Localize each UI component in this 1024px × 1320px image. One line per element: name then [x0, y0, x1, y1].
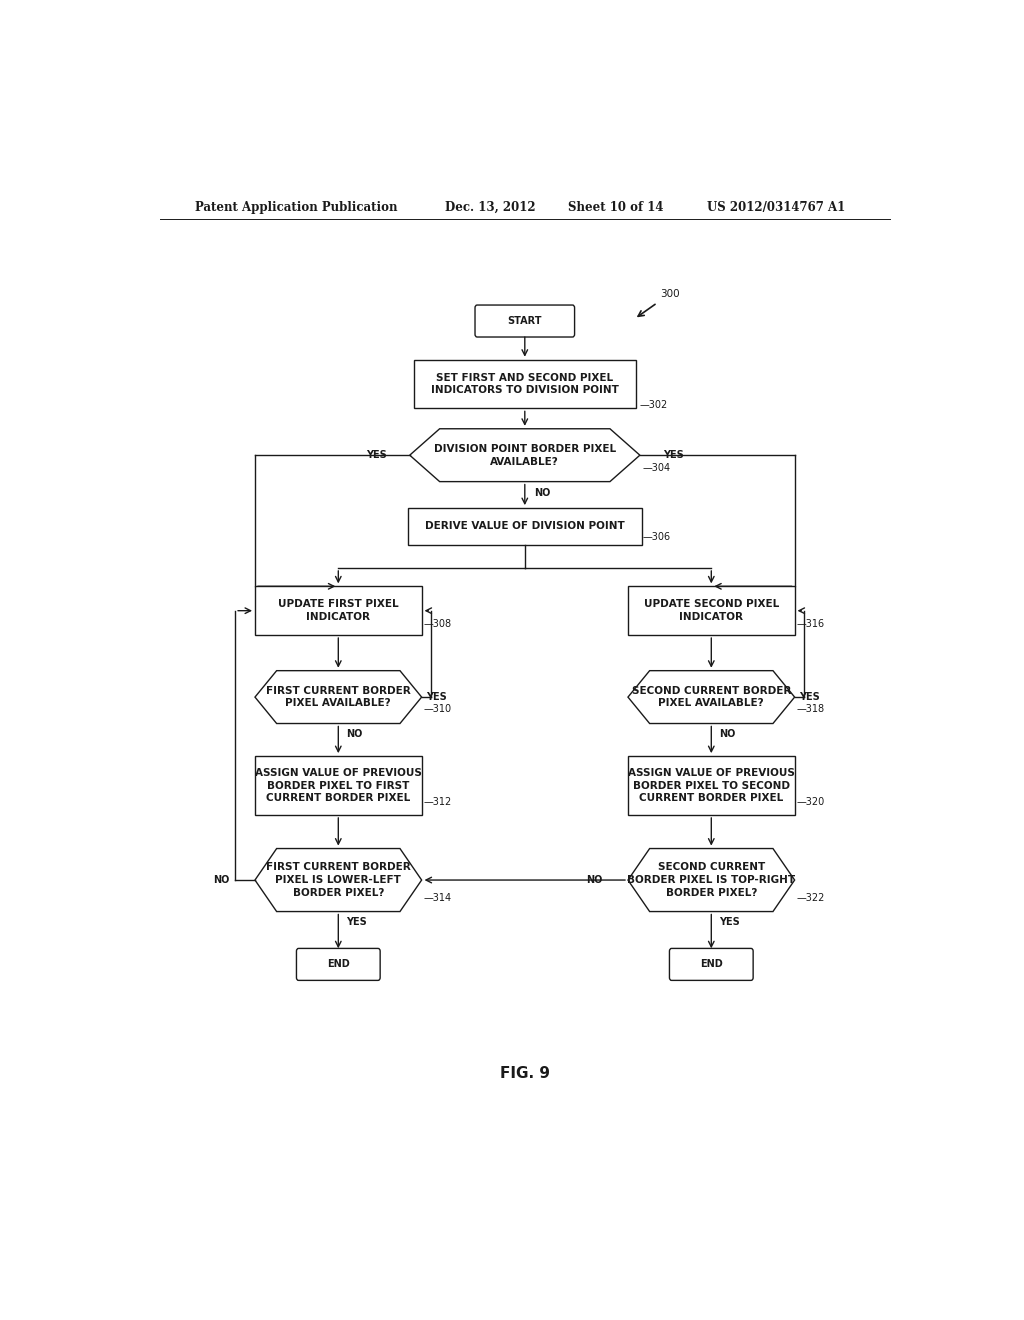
- Polygon shape: [255, 671, 422, 723]
- Text: NO: NO: [719, 729, 735, 739]
- Text: Sheet 10 of 14: Sheet 10 of 14: [568, 201, 664, 214]
- Text: —316: —316: [797, 619, 824, 628]
- Text: SET FIRST AND SECOND PIXEL
INDICATORS TO DIVISION POINT: SET FIRST AND SECOND PIXEL INDICATORS TO…: [431, 372, 618, 396]
- Polygon shape: [628, 849, 795, 912]
- Text: YES: YES: [663, 450, 684, 461]
- Text: DERIVE VALUE OF DIVISION POINT: DERIVE VALUE OF DIVISION POINT: [425, 521, 625, 532]
- Text: ASSIGN VALUE OF PREVIOUS
BORDER PIXEL TO FIRST
CURRENT BORDER PIXEL: ASSIGN VALUE OF PREVIOUS BORDER PIXEL TO…: [255, 768, 422, 804]
- Text: —304: —304: [642, 463, 671, 474]
- Polygon shape: [628, 671, 795, 723]
- Text: YES: YES: [366, 450, 387, 461]
- Text: NO: NO: [587, 875, 603, 884]
- Text: FIRST CURRENT BORDER
PIXEL IS LOWER-LEFT
BORDER PIXEL?: FIRST CURRENT BORDER PIXEL IS LOWER-LEFT…: [266, 862, 411, 898]
- Text: —302: —302: [640, 400, 668, 411]
- Text: 300: 300: [659, 289, 679, 298]
- Text: SECOND CURRENT
BORDER PIXEL IS TOP-RIGHT
BORDER PIXEL?: SECOND CURRENT BORDER PIXEL IS TOP-RIGHT…: [628, 862, 796, 898]
- Text: —310: —310: [423, 705, 452, 714]
- Text: YES: YES: [800, 692, 820, 702]
- Polygon shape: [255, 849, 422, 912]
- Text: FIRST CURRENT BORDER
PIXEL AVAILABLE?: FIRST CURRENT BORDER PIXEL AVAILABLE?: [266, 685, 411, 709]
- FancyBboxPatch shape: [297, 948, 380, 981]
- Text: —320: —320: [797, 797, 824, 807]
- Text: END: END: [327, 960, 349, 969]
- Text: US 2012/0314767 A1: US 2012/0314767 A1: [708, 201, 846, 214]
- Text: NO: NO: [346, 729, 362, 739]
- Text: YES: YES: [426, 692, 447, 702]
- Text: Patent Application Publication: Patent Application Publication: [196, 201, 398, 214]
- Text: —312: —312: [423, 797, 452, 807]
- Text: —306: —306: [642, 532, 671, 541]
- Text: FIG. 9: FIG. 9: [500, 1065, 550, 1081]
- Text: UPDATE SECOND PIXEL
INDICATOR: UPDATE SECOND PIXEL INDICATOR: [644, 599, 779, 622]
- Polygon shape: [410, 429, 640, 482]
- Text: —308: —308: [423, 619, 452, 628]
- Text: Dec. 13, 2012: Dec. 13, 2012: [445, 201, 537, 214]
- Text: SECOND CURRENT BORDER
PIXEL AVAILABLE?: SECOND CURRENT BORDER PIXEL AVAILABLE?: [632, 685, 791, 709]
- Text: —314: —314: [423, 894, 452, 903]
- Bar: [408, 508, 642, 545]
- Text: UPDATE FIRST PIXEL
INDICATOR: UPDATE FIRST PIXEL INDICATOR: [278, 599, 398, 622]
- FancyBboxPatch shape: [670, 948, 753, 981]
- Bar: [628, 586, 795, 635]
- Text: NO: NO: [535, 487, 551, 498]
- Text: YES: YES: [719, 916, 740, 927]
- Bar: [255, 586, 422, 635]
- Text: —322: —322: [797, 894, 824, 903]
- Text: START: START: [508, 315, 542, 326]
- Text: END: END: [700, 960, 723, 969]
- Text: NO: NO: [213, 875, 229, 884]
- Bar: [414, 359, 636, 408]
- FancyBboxPatch shape: [475, 305, 574, 337]
- Text: —318: —318: [797, 705, 824, 714]
- Bar: [628, 756, 795, 814]
- Bar: [255, 756, 422, 814]
- Text: YES: YES: [346, 916, 367, 927]
- Text: DIVISION POINT BORDER PIXEL
AVAILABLE?: DIVISION POINT BORDER PIXEL AVAILABLE?: [434, 444, 615, 466]
- Text: ASSIGN VALUE OF PREVIOUS
BORDER PIXEL TO SECOND
CURRENT BORDER PIXEL: ASSIGN VALUE OF PREVIOUS BORDER PIXEL TO…: [628, 768, 795, 804]
